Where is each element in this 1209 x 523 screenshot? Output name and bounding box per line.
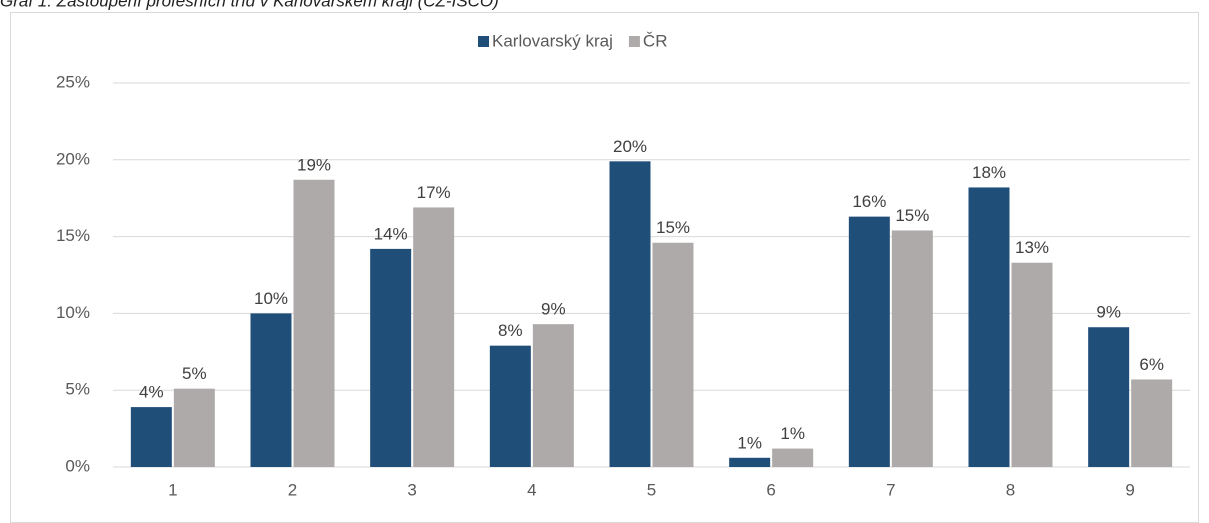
y-tick-label: 10%	[56, 303, 90, 322]
bar	[848, 216, 890, 467]
bar	[130, 407, 172, 467]
x-tick-label: 3	[407, 480, 416, 499]
bar	[173, 388, 215, 467]
data-label: 14%	[374, 224, 408, 243]
x-tick-label: 1	[168, 480, 177, 499]
data-label: 6%	[1139, 355, 1164, 374]
data-label: 17%	[417, 183, 451, 202]
legend-swatch	[628, 36, 640, 47]
bar	[413, 207, 455, 467]
x-tick-label: 5	[647, 480, 656, 499]
bar	[1088, 327, 1130, 467]
y-tick-label: 25%	[56, 72, 90, 91]
bar	[293, 179, 335, 467]
x-tick-label: 6	[766, 480, 775, 499]
chart-title: Graf 1: Zastoupení profesních tříd v Kar…	[0, 0, 499, 10]
x-tick-label: 9	[1125, 480, 1134, 499]
data-label: 13%	[1015, 238, 1049, 257]
data-label: 15%	[656, 218, 690, 237]
x-tick-label: 7	[886, 480, 895, 499]
bar	[370, 248, 412, 467]
bar	[891, 230, 933, 467]
bar	[250, 313, 292, 467]
data-label: 5%	[182, 364, 207, 383]
data-label: 1%	[780, 424, 805, 443]
data-label: 8%	[498, 321, 523, 340]
bar	[1011, 262, 1053, 467]
x-tick-label: 2	[288, 480, 297, 499]
data-label: 9%	[541, 300, 566, 319]
x-tick-label: 8	[1006, 480, 1015, 499]
data-label: 10%	[254, 289, 288, 308]
data-label: 15%	[895, 206, 929, 225]
data-label: 4%	[139, 383, 164, 402]
bar	[729, 457, 771, 467]
data-label: 19%	[297, 155, 331, 174]
bar	[652, 242, 694, 467]
bar	[489, 345, 531, 467]
data-label: 16%	[852, 192, 886, 211]
legend-label: Karlovarský kraj	[492, 31, 613, 50]
data-label: 1%	[737, 433, 762, 452]
x-tick-label: 4	[527, 480, 536, 499]
y-tick-label: 0%	[65, 456, 90, 475]
bar	[609, 161, 651, 467]
data-label: 9%	[1096, 303, 1121, 322]
data-label: 20%	[613, 137, 647, 156]
data-label: 18%	[972, 163, 1006, 182]
bar	[532, 324, 574, 467]
y-tick-label: 20%	[56, 149, 90, 168]
bar	[968, 187, 1010, 467]
bar	[772, 448, 814, 467]
y-tick-label: 15%	[56, 226, 90, 245]
legend-swatch	[478, 36, 489, 47]
bar	[1131, 379, 1173, 467]
y-tick-label: 5%	[65, 380, 90, 399]
legend-label: ČR	[643, 31, 668, 50]
